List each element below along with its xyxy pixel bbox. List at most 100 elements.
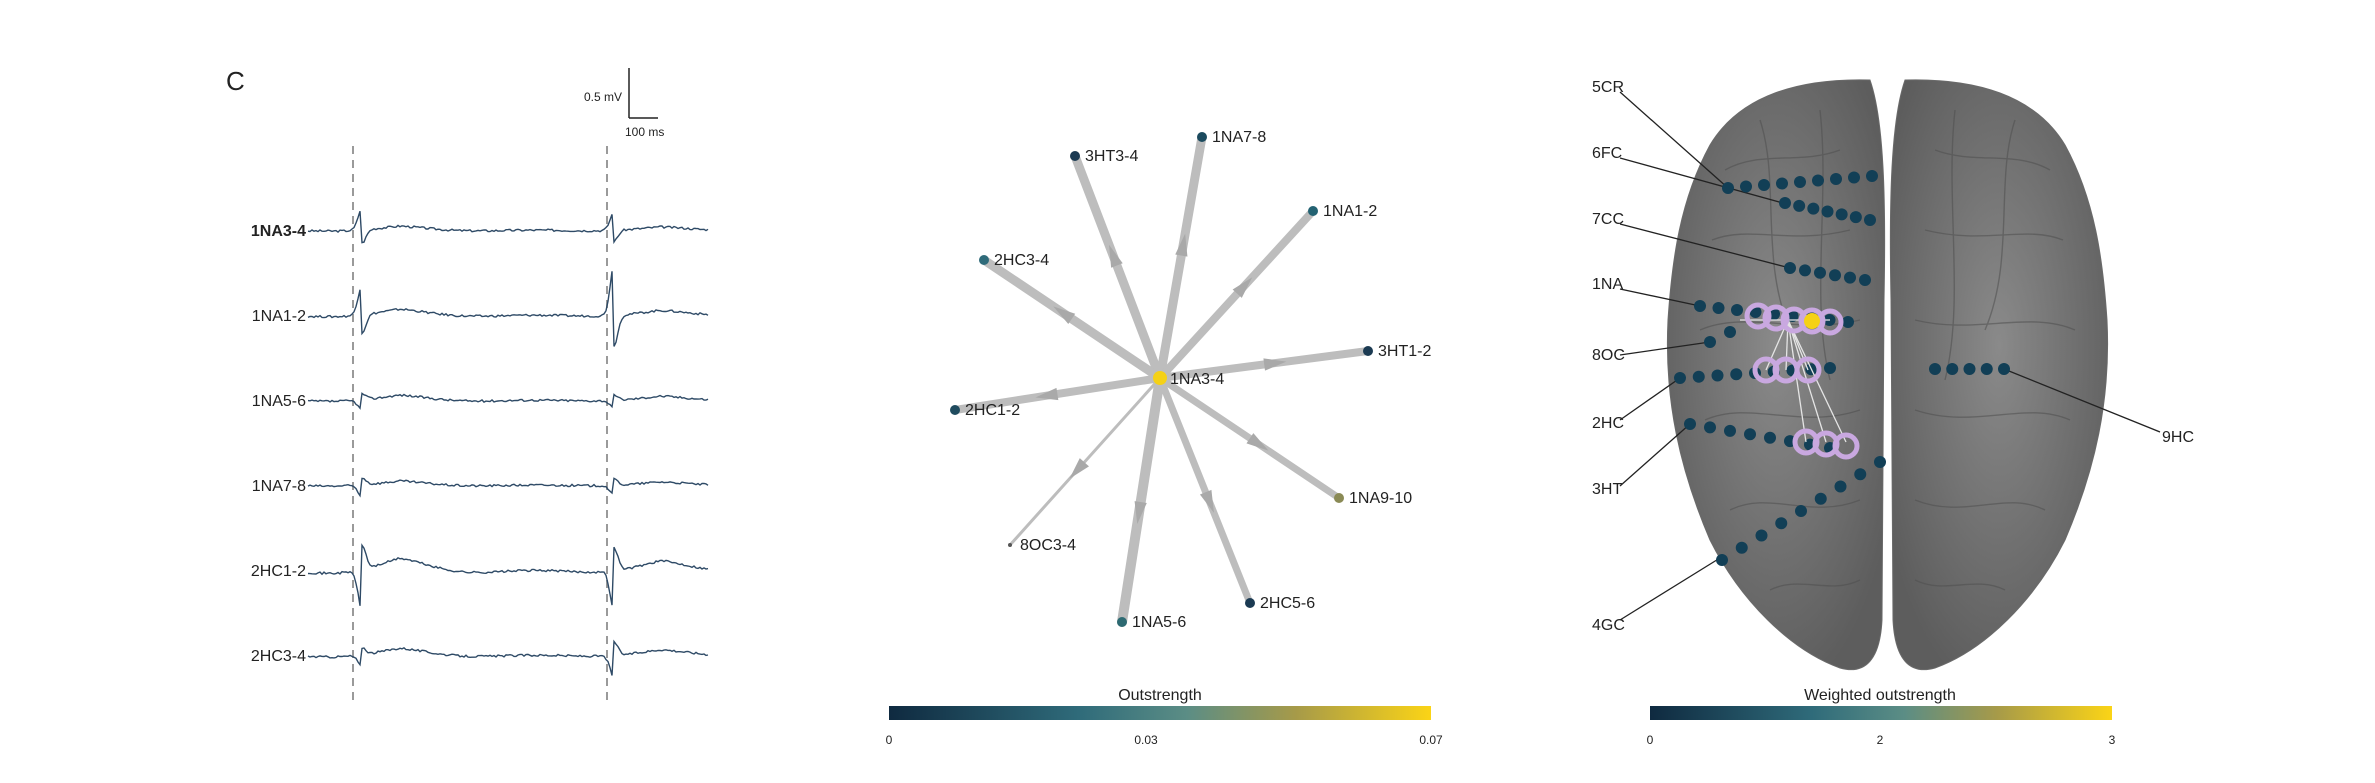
electrode-contact (1712, 302, 1725, 314)
trace-label: 1NA5-6 (252, 393, 306, 410)
electrode-contact (1684, 418, 1696, 430)
brain-leader-lines (1619, 91, 2161, 621)
electrode-contact (1795, 505, 1807, 517)
network-node (1245, 598, 1255, 608)
network-edge (1070, 151, 1165, 383)
edge-arrow (1199, 489, 1214, 513)
electrode-label: 4GC (1592, 617, 1625, 634)
electrode-contact (1830, 173, 1842, 185)
brain-panel: 5CR 6FC 7CC 1NA 8OC 2HC 3HT 4GC 9HC Weighted out… (1592, 79, 2194, 747)
electrode-contact (1835, 208, 1848, 221)
network-node-label: 1NA1-2 (1323, 203, 1377, 220)
electrode-label: 5CR (1592, 79, 1624, 96)
electrode-contact (1776, 177, 1788, 190)
network-edge (1008, 376, 1162, 547)
electrode-contact (1929, 363, 1941, 375)
electrode-contact (1724, 326, 1736, 338)
colorbar-title: Outstrength (1118, 687, 1202, 704)
trace-label: 2HC1-2 (251, 563, 306, 580)
scale-voltage-label: 0.5 mV (584, 90, 622, 104)
electrode-label: 6FC (1592, 145, 1622, 162)
network-node-label: 1NA9-10 (1349, 490, 1412, 507)
edge-arrow (1108, 244, 1123, 268)
edge-arrow (1263, 358, 1287, 371)
network-center-node (1153, 371, 1167, 385)
network-node (1070, 151, 1080, 161)
brain-colorbar-title: Weighted outstrength (1804, 687, 1956, 704)
electrode-label: 2HC (1592, 415, 1624, 432)
eeg-trace (307, 639, 709, 676)
network-node (950, 405, 960, 415)
brain-colorbar-gradient (1650, 706, 2112, 720)
electrode-contact (1694, 300, 1706, 312)
electrode-contact (1704, 421, 1716, 434)
electrode-contact (1692, 370, 1705, 383)
electrode-contact (1793, 199, 1806, 212)
electrode-contact (1829, 269, 1841, 282)
electrode-contacts (1674, 170, 2010, 566)
network-node-label: 8OC3-4 (1020, 537, 1076, 554)
electrode-contact (1724, 424, 1736, 437)
electrode-contact (1866, 170, 1878, 182)
brain-colorbar-tick-1: 2 (1877, 733, 1884, 747)
weighted-outstrength-colorbar: Weighted outstrength 0 2 3 (1647, 687, 2116, 747)
brain-colorbar-tick-0: 0 (1647, 733, 1654, 747)
scale-bar: 0.5 mV 100 ms (584, 68, 664, 139)
electrode-contact (1821, 205, 1834, 218)
edge-arrow (1053, 306, 1076, 324)
electrode-contact (1844, 271, 1856, 284)
trace-label: 2HC3-4 (251, 648, 306, 665)
network-node (1117, 617, 1127, 627)
network-edge (1156, 374, 1254, 607)
electrode-contact (1730, 368, 1743, 381)
electrode-contact (1764, 431, 1776, 444)
panel-letter: C (226, 66, 245, 96)
gyri-texture (1699, 109, 2076, 591)
electrode-contact (1775, 517, 1788, 530)
electrode-contact (1674, 372, 1686, 384)
highlighted-contact (1762, 304, 1790, 332)
electrode-contact (1849, 211, 1862, 224)
network-node-label: 2HC3-4 (994, 252, 1049, 269)
electrode-contact (1834, 480, 1847, 493)
network-node-label: 2HC5-6 (1260, 595, 1315, 612)
electrode-contact (1799, 264, 1811, 277)
trace-label: 1NA7-8 (252, 478, 306, 495)
electrode-label: 3HT (1592, 481, 1622, 498)
eeg-trace (307, 477, 709, 498)
electrode-contact (1814, 492, 1827, 505)
electrode-contact (1786, 310, 1799, 322)
electrode-contact (1848, 171, 1860, 184)
electrode-label: 1NA (1592, 276, 1623, 293)
trace-label: 1NA3-4 (251, 223, 306, 240)
network-node-label: 2HC1-2 (965, 402, 1020, 419)
edge-arrow (1069, 458, 1089, 479)
electrode-label: 9HC (2162, 429, 2194, 446)
network-edge (1156, 347, 1372, 382)
colorbar-tick-2: 0.07 (1419, 733, 1443, 747)
network-edge (1156, 207, 1317, 382)
network-edges (951, 132, 1372, 627)
right-hemisphere (1889, 79, 2109, 671)
network-center-label: 1NA3-4 (1170, 371, 1224, 388)
highlighted-contacts (1744, 302, 1860, 460)
electrode-contact (1998, 363, 2010, 375)
electrode-contact (1711, 369, 1724, 382)
electrode-contact (1755, 529, 1768, 542)
electrode-contact (1963, 363, 1976, 375)
electrode-contact (1980, 363, 1993, 375)
electrode-contact (1735, 541, 1748, 554)
network-edge (979, 255, 1165, 383)
source-contact (1804, 313, 1820, 329)
edge-arrow (1232, 277, 1253, 298)
highlighted-contact (1832, 432, 1860, 460)
edge-arrow (1175, 233, 1188, 257)
network-nodes: 3HT3-4 1NA7-8 1NA1-2 2HC3-4 3HT1-2 2HC1-2 1NA9… (950, 129, 1431, 631)
electrode-contact (1758, 179, 1770, 191)
network-edge (1156, 374, 1343, 502)
network-panel: 3HT3-4 1NA7-8 1NA1-2 2HC3-4 3HT1-2 2HC1-2 1NA9… (886, 129, 1443, 747)
network-node (1363, 346, 1373, 356)
electrode-contact (1704, 336, 1716, 348)
network-edge (1155, 132, 1207, 383)
trace-lines (307, 210, 709, 676)
